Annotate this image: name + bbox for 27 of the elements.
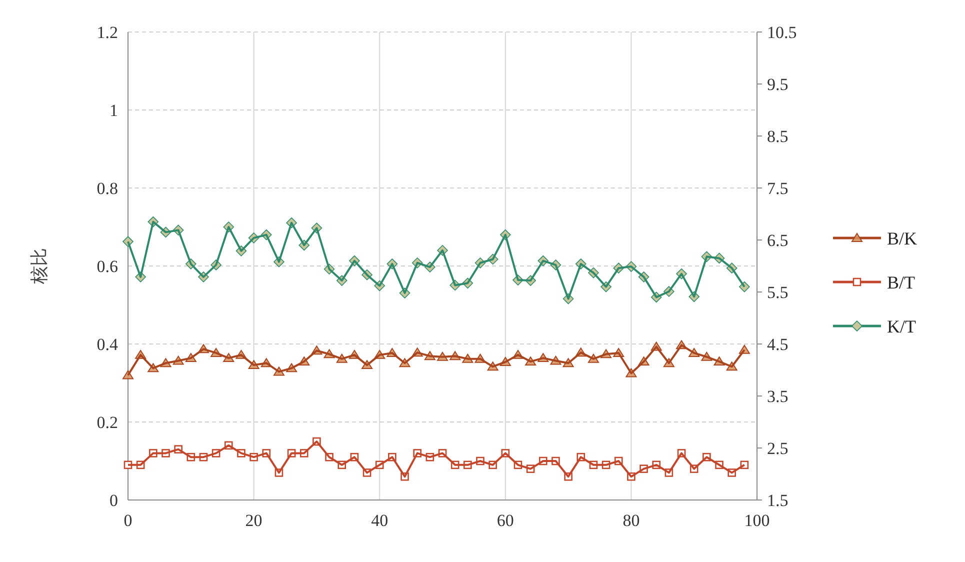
y2-tick-label: 3.5 — [767, 386, 788, 406]
y2-tick-label: 9.5 — [767, 74, 788, 94]
y-tick-label: 0.4 — [96, 334, 118, 354]
y2-tick-label: 8.5 — [767, 126, 788, 146]
y-tick-label: 0.2 — [96, 412, 118, 432]
legend-label: K/T — [887, 316, 916, 336]
x-tick-label: 40 — [371, 511, 388, 530]
y-tick-label: 1.2 — [96, 22, 118, 42]
y2-tick-label: 7.5 — [767, 178, 788, 198]
x-tick-label: 80 — [622, 511, 640, 530]
x-tick-label: 0 — [124, 511, 132, 530]
y-tick-label: 1 — [110, 100, 118, 120]
y-tick-label: 0.6 — [96, 256, 118, 276]
y2-tick-label: 10.5 — [767, 22, 797, 42]
legend-label: B/T — [887, 272, 916, 292]
y2-tick-label: 4.5 — [767, 334, 788, 354]
x-tick-label: 60 — [496, 511, 514, 530]
y2-tick-label: 1.5 — [767, 490, 788, 510]
x-tick-label: 100 — [744, 511, 770, 530]
y2-tick-label: 2.5 — [767, 438, 788, 458]
y-tick-label: 0.8 — [96, 178, 118, 198]
y2-tick-label: 6.5 — [767, 230, 788, 250]
legend-label: B/K — [887, 228, 918, 248]
y-tick-label: 0 — [110, 490, 118, 510]
y2-tick-label: 5.5 — [767, 282, 788, 302]
y-axis-title: 核比 — [29, 248, 49, 285]
x-tick-label: 20 — [245, 511, 262, 530]
